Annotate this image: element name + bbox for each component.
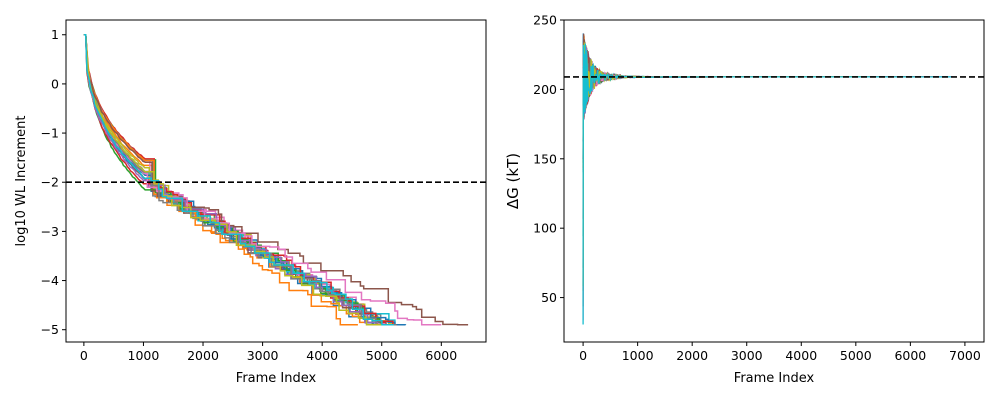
left-y-tick-label: 0 [51, 76, 59, 91]
left-y-tick-label: −4 [41, 273, 59, 288]
right-x-tick-label: 6000 [894, 348, 926, 363]
left-x-tick-label: 0 [80, 348, 88, 363]
left-series-line [83, 33, 388, 326]
right-y-ticks: 50 100 150 200 250 [533, 13, 564, 305]
left-x-tick-label: 6000 [425, 348, 457, 363]
left-panel: 0 1000 2000 3000 4000 5000 6000 1 0 −1 −2 −3 −4 −5 F… [14, 19, 487, 386]
left-series-line [83, 33, 382, 326]
left-series-line [83, 33, 358, 326]
left-y-tick-label: −5 [41, 322, 59, 337]
right-x-tick-label: 2000 [676, 348, 708, 363]
left-x-tick-label: 5000 [366, 348, 398, 363]
right-x-axis-label: Frame Index [734, 371, 815, 386]
right-x-tick-label: 3000 [731, 348, 763, 363]
left-x-axis-label: Frame Index [236, 371, 317, 386]
right-y-tick-label: 100 [533, 221, 557, 236]
left-axes-frame [65, 19, 487, 343]
left-y-ticks: 1 0 −1 −2 −3 −4 −5 [41, 27, 66, 337]
right-x-tick-label: 7000 [949, 348, 981, 363]
right-y-tick-label: 200 [533, 82, 557, 97]
left-y-tick-label: −3 [41, 224, 59, 239]
right-x-tick-label: 5000 [840, 348, 872, 363]
left-y-axis-label: log10 WL Increment [14, 116, 29, 247]
left-x-tick-label: 3000 [247, 348, 279, 363]
left-y-tick-label: −1 [41, 126, 59, 141]
right-x-tick-label: 1000 [622, 348, 654, 363]
right-y-axis-label: ΔG (kT) [504, 153, 522, 209]
right-x-tick-label: 0 [579, 348, 587, 363]
left-x-tick-label: 4000 [306, 348, 338, 363]
right-axes-frame [563, 19, 985, 343]
right-y-tick-label: 250 [533, 13, 557, 28]
left-x-ticks: 0 1000 2000 3000 4000 5000 6000 [80, 342, 457, 363]
left-series-line [83, 33, 469, 326]
right-panel: 0 1000 2000 3000 4000 5000 6000 7000 50 100 150 20… [504, 13, 985, 386]
left-series-line [83, 33, 394, 326]
left-series-line [83, 33, 385, 326]
right-x-ticks: 0 1000 2000 3000 4000 5000 6000 7000 [579, 342, 981, 363]
left-y-tick-label: 1 [51, 27, 59, 42]
left-y-tick-label: −2 [41, 175, 59, 190]
right-x-tick-label: 4000 [785, 348, 817, 363]
right-y-tick-label: 150 [533, 151, 557, 166]
right-y-tick-label: 50 [541, 290, 557, 305]
left-x-tick-label: 1000 [128, 348, 160, 363]
left-series-group [83, 33, 469, 326]
left-x-tick-label: 2000 [187, 348, 219, 363]
